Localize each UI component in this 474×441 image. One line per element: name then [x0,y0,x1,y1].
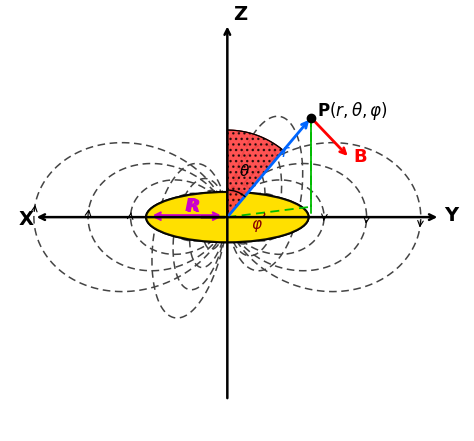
Text: $\theta$: $\theta$ [239,164,250,179]
Text: $\mathbf{P}(r,\theta,\varphi)$: $\mathbf{P}(r,\theta,\varphi)$ [317,100,388,122]
Text: R: R [187,198,201,216]
Text: $\varphi$: $\varphi$ [251,218,263,234]
Text: X: X [18,210,33,229]
Text: Y: Y [444,206,458,225]
Ellipse shape [146,192,309,242]
Text: R: R [185,197,199,215]
Polygon shape [228,130,283,217]
Polygon shape [228,130,283,217]
Text: Z: Z [233,5,247,24]
Text: $r$: $r$ [281,142,291,161]
Ellipse shape [146,192,309,242]
Text: $\mathbf{B}$: $\mathbf{B}$ [354,148,368,166]
